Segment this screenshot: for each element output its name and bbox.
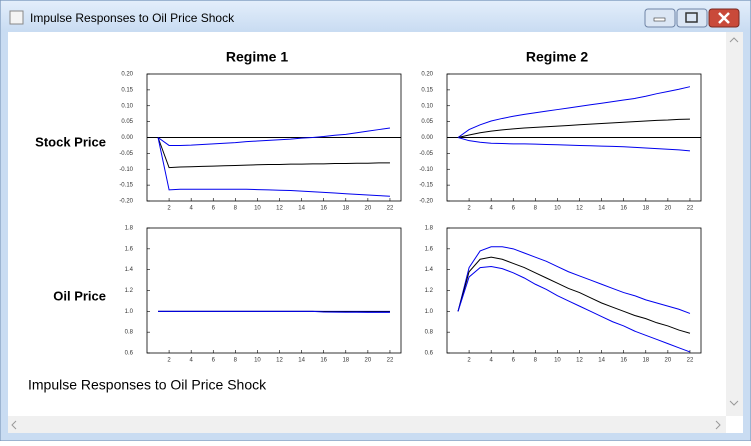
y-tick-label: 0.8 xyxy=(425,330,434,336)
y-tick-label: 1.2 xyxy=(425,288,434,294)
y-tick-label: 0.10 xyxy=(421,103,433,109)
row-label: Oil Price xyxy=(53,288,106,303)
app-icon xyxy=(10,11,23,24)
x-tick-label: 10 xyxy=(254,206,261,212)
minimize-icon xyxy=(654,18,665,21)
y-tick-label: 1.6 xyxy=(425,246,434,252)
y-tick-label: 0.00 xyxy=(421,135,433,141)
x-tick-label: 18 xyxy=(642,358,649,364)
maximize-button[interactable] xyxy=(677,9,707,27)
x-tick-label: 14 xyxy=(298,358,305,364)
x-tick-label: 20 xyxy=(665,206,672,212)
horizontal-scrollbar[interactable] xyxy=(8,416,726,433)
y-tick-label: 1.0 xyxy=(125,309,134,315)
y-tick-label: 0.20 xyxy=(121,72,133,78)
window-title: Impulse Responses to Oil Price Shock xyxy=(30,11,235,25)
vertical-scrollbar[interactable] xyxy=(726,32,743,416)
x-tick-label: 22 xyxy=(387,358,394,364)
y-tick-label: 0.05 xyxy=(121,119,133,125)
y-tick-label: 0.6 xyxy=(425,351,434,357)
y-tick-label: -0.10 xyxy=(419,167,433,173)
x-tick-label: 16 xyxy=(320,358,327,364)
y-tick-label: -0.20 xyxy=(419,199,433,205)
y-tick-label: -0.15 xyxy=(419,183,433,189)
x-tick-label: 14 xyxy=(298,206,305,212)
x-tick-label: 22 xyxy=(687,206,694,212)
caption: Impulse Responses to Oil Price Shock xyxy=(28,377,267,393)
x-tick-label: 22 xyxy=(387,206,394,212)
x-tick-label: 16 xyxy=(620,206,627,212)
row-label: Stock Price xyxy=(35,134,106,149)
y-tick-label: 0.6 xyxy=(125,351,134,357)
x-tick-label: 20 xyxy=(665,358,672,364)
x-tick-label: 16 xyxy=(320,206,327,212)
x-tick-label: 10 xyxy=(554,206,561,212)
x-tick-label: 18 xyxy=(342,358,349,364)
x-tick-label: 16 xyxy=(620,358,627,364)
y-tick-label: 0.15 xyxy=(121,87,133,93)
x-tick-label: 12 xyxy=(576,206,583,212)
x-tick-label: 14 xyxy=(598,206,605,212)
x-tick-label: 10 xyxy=(254,358,261,364)
y-tick-label: -0.10 xyxy=(119,167,133,173)
y-tick-label: 1.0 xyxy=(425,309,434,315)
x-tick-label: 10 xyxy=(554,358,561,364)
y-tick-label: 1.8 xyxy=(425,226,434,232)
y-tick-label: 0.00 xyxy=(121,135,133,141)
y-tick-label: -0.05 xyxy=(419,151,433,157)
x-tick-label: 18 xyxy=(642,206,649,212)
y-tick-label: 0.10 xyxy=(121,103,133,109)
y-tick-label: 0.15 xyxy=(421,87,433,93)
y-tick-label: 1.4 xyxy=(125,267,134,273)
y-tick-label: 0.05 xyxy=(421,119,433,125)
content-area xyxy=(8,32,743,433)
x-tick-label: 22 xyxy=(687,358,694,364)
y-tick-label: 1.8 xyxy=(125,226,134,232)
column-title: Regime 2 xyxy=(526,49,588,65)
y-tick-label: 1.4 xyxy=(425,267,434,273)
y-tick-label: -0.15 xyxy=(119,183,133,189)
y-tick-label: 1.6 xyxy=(125,246,134,252)
y-tick-label: -0.05 xyxy=(119,151,133,157)
column-title: Regime 1 xyxy=(226,49,288,65)
y-tick-label: 0.20 xyxy=(421,72,433,78)
x-tick-label: 12 xyxy=(276,206,283,212)
x-tick-label: 20 xyxy=(365,206,372,212)
x-tick-label: 18 xyxy=(342,206,349,212)
y-tick-label: -0.20 xyxy=(119,199,133,205)
x-tick-label: 14 xyxy=(598,358,605,364)
x-tick-label: 12 xyxy=(276,358,283,364)
y-tick-label: 1.2 xyxy=(125,288,134,294)
x-tick-label: 12 xyxy=(576,358,583,364)
y-tick-label: 0.8 xyxy=(125,330,134,336)
x-tick-label: 20 xyxy=(365,358,372,364)
